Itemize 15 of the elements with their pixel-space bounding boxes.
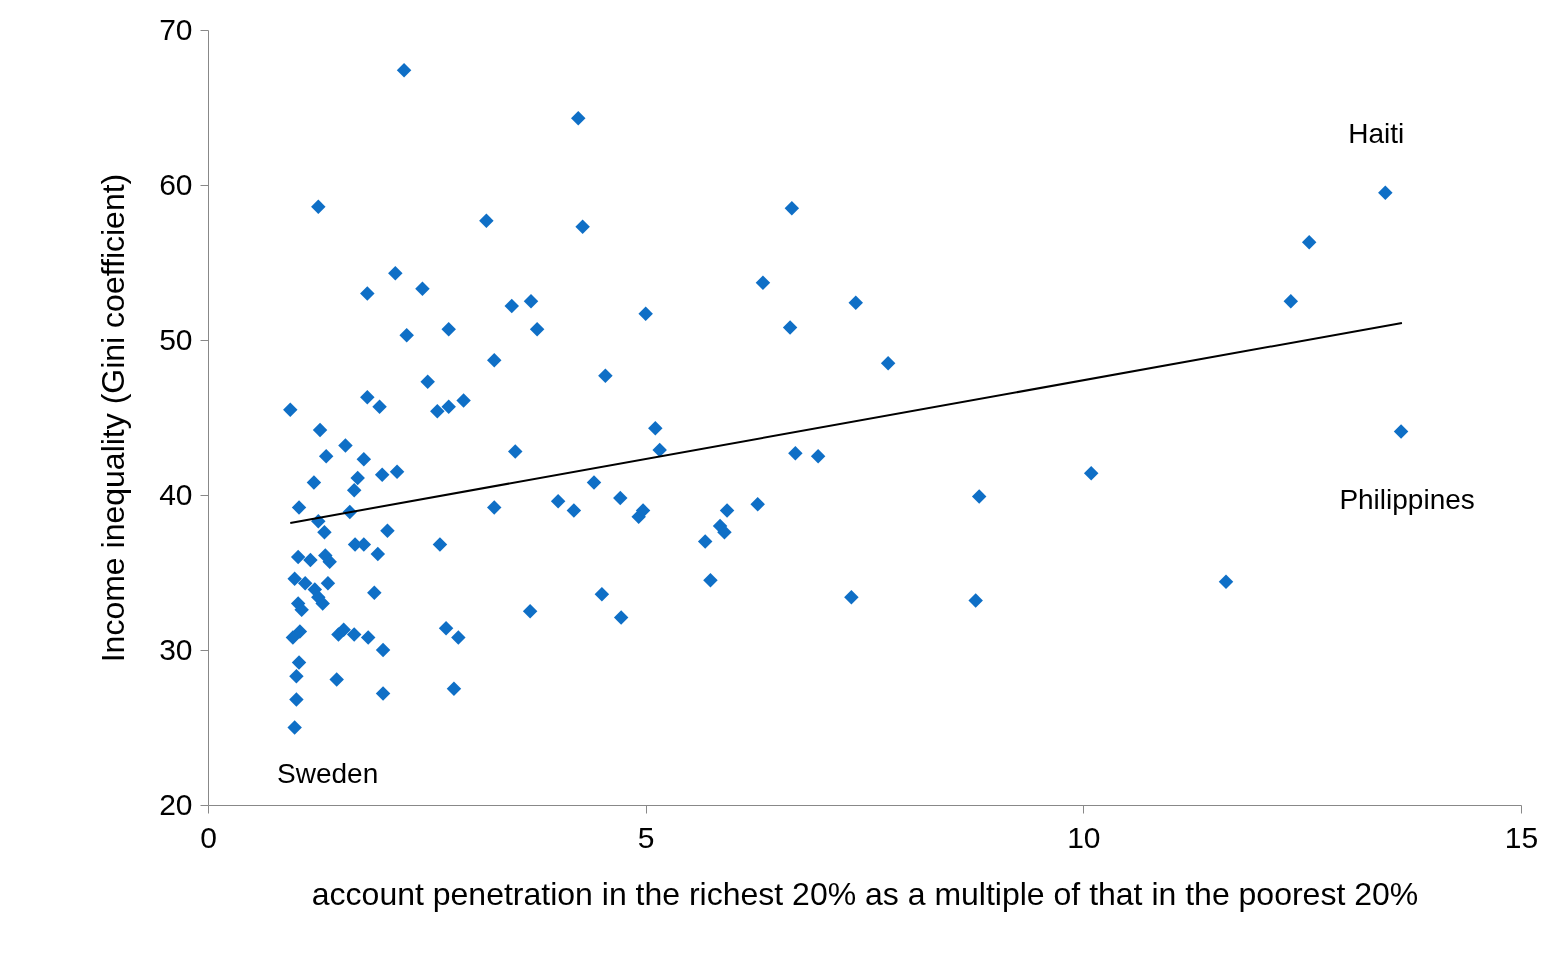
y-tick-label: 70	[159, 12, 193, 46]
x-tick-label: 0	[200, 820, 217, 854]
y-tick-label: 40	[159, 477, 193, 511]
y-tick-label: 50	[159, 322, 193, 356]
x-axis-title: account penetration in the richest 20% as a multiple of that in the poorest 20%	[311, 875, 1419, 912]
y-tick-label: 60	[159, 167, 193, 201]
x-tick-label: 5	[637, 820, 655, 854]
annotation: Philippines	[1339, 484, 1475, 516]
y-tick-label: 20	[159, 787, 193, 821]
y-axis-title: Income inequality (Gini coefficient)	[95, 173, 132, 663]
x-tick-label: 10	[1067, 820, 1101, 854]
annotation: Haiti	[1348, 117, 1405, 149]
x-tick-label: 15	[1504, 820, 1539, 854]
y-tick-label: 30	[159, 632, 193, 666]
annotation: Sweden	[277, 757, 379, 789]
